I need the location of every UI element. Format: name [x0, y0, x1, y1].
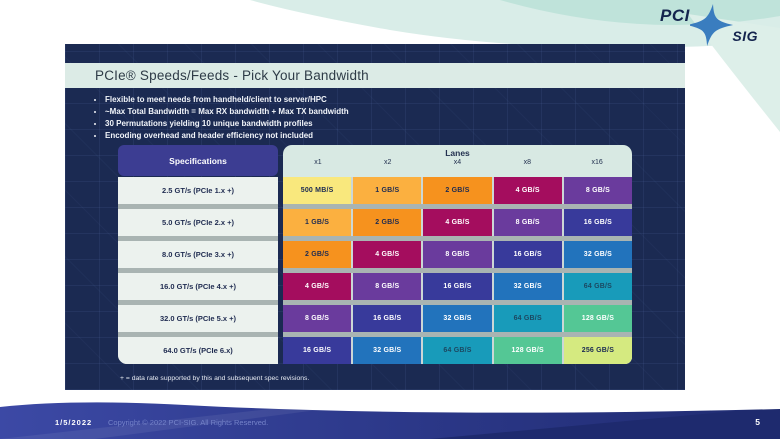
bandwidth-cell: 64 GB/S [563, 273, 632, 300]
bandwidth-cell: 256 GB/S [563, 337, 632, 364]
lanes-title: Lanes [445, 148, 470, 158]
bullet-item: ~Max Total Bandwidth = Max RX bandwidth … [105, 106, 349, 117]
bandwidth-cell: 64 GB/S [493, 305, 562, 332]
bandwidth-cell: 2 GB/S [283, 241, 352, 268]
spec-row-label: 2.5 GT/s (PCIe 1.x +) [118, 177, 278, 204]
lane-label-x2: x2 [383, 159, 392, 166]
bullet-item: 30 Permutations yielding 10 unique bandw… [105, 118, 349, 129]
bandwidth-cell: 1 GB/S [353, 177, 422, 204]
bandwidth-cell: 32 GB/S [493, 273, 562, 300]
bandwidth-cell: 128 GB/S [563, 305, 632, 332]
bandwidth-cell: 500 MB/S [283, 177, 352, 204]
table-row: 16 GB/S 32 GB/S 64 GB/S 128 GB/S 256 GB/… [283, 337, 632, 364]
spec-row-label: 8.0 GT/s (PCIe 3.x +) [118, 241, 278, 268]
pci-sig-x-icon [690, 4, 734, 46]
bandwidth-cell: 1 GB/S [283, 209, 352, 236]
spec-row-label: 32.0 GT/s (PCIe 5.x +) [118, 305, 278, 332]
bandwidth-cell: 8 GB/S [563, 177, 632, 204]
bandwidth-cell: 32 GB/S [563, 241, 632, 268]
footer-gradient-decoration [0, 402, 780, 439]
specifications-header: Specifications [118, 145, 278, 176]
bandwidth-cell: 16 GB/S [423, 273, 492, 300]
bandwidth-table: Specifications 2.5 GT/s (PCIe 1.x +) 5.0… [118, 145, 632, 364]
bandwidth-cell: 8 GB/S [423, 241, 492, 268]
bandwidth-cell: 32 GB/S [423, 305, 492, 332]
bullet-list: Flexible to meet needs from handheld/cli… [105, 94, 349, 142]
footer-date: 1/5/2022 [55, 418, 93, 427]
bandwidth-cell: 4 GB/S [423, 209, 492, 236]
bandwidth-cell: 128 GB/S [493, 337, 562, 364]
table-row: 1 GB/S 2 GB/S 4 GB/S 8 GB/S 16 GB/S [283, 209, 632, 236]
lane-column-labels: x1 x2 x4 x8 x16 [283, 159, 632, 166]
specifications-rows: 2.5 GT/s (PCIe 1.x +) 5.0 GT/s (PCIe 2.x… [118, 177, 278, 364]
bandwidth-rows: 500 MB/S 1 GB/S 2 GB/S 4 GB/S 8 GB/S 1 G… [283, 177, 632, 364]
table-row: 2 GB/S 4 GB/S 8 GB/S 16 GB/S 32 GB/S [283, 241, 632, 268]
page-number: 5 [755, 417, 760, 427]
bullet-item: Encoding overhead and header efficiency … [105, 130, 349, 141]
bandwidth-cell: 4 GB/S [493, 177, 562, 204]
lanes-column-group: Lanes x1 x2 x4 x8 x16 500 MB/S 1 GB/S 2 … [283, 145, 632, 364]
slide-footer: 1/5/2022 Copyright © 2022 PCI-SIG. All R… [0, 402, 780, 439]
bandwidth-cell: 2 GB/S [423, 177, 492, 204]
bandwidth-cell: 16 GB/S [563, 209, 632, 236]
lane-label-x16: x16 [591, 159, 603, 166]
lanes-header-panel: Lanes x1 x2 x4 x8 x16 [283, 145, 632, 177]
spec-row-label: 5.0 GT/s (PCIe 2.x +) [118, 209, 278, 236]
slide-content: PCIe® Speeds/Feeds - Pick Your Bandwidth… [65, 44, 685, 390]
spec-row-label: 64.0 GT/s (PCIe 6.x) [118, 337, 278, 364]
bandwidth-cell: 32 GB/S [353, 337, 422, 364]
spec-row-label: 16.0 GT/s (PCIe 4.x +) [118, 273, 278, 300]
bandwidth-cell: 64 GB/S [423, 337, 492, 364]
bandwidth-cell: 8 GB/S [493, 209, 562, 236]
table-row: 500 MB/S 1 GB/S 2 GB/S 4 GB/S 8 GB/S [283, 177, 632, 204]
bandwidth-cell: 16 GB/S [493, 241, 562, 268]
logo-text-pci: PCI [660, 6, 690, 25]
footnote: + = data rate supported by this and subs… [120, 375, 310, 382]
bandwidth-cell: 2 GB/S [353, 209, 422, 236]
bullet-item: Flexible to meet needs from handheld/cli… [105, 94, 349, 105]
logo-text-sig: SIG [732, 28, 758, 44]
table-row: 4 GB/S 8 GB/S 16 GB/S 32 GB/S 64 GB/S [283, 273, 632, 300]
bandwidth-cell: 8 GB/S [283, 305, 352, 332]
bandwidth-cell: 4 GB/S [283, 273, 352, 300]
slide-title-bar: PCIe® Speeds/Feeds - Pick Your Bandwidth [65, 63, 685, 88]
bandwidth-cell: 8 GB/S [353, 273, 422, 300]
bandwidth-cell: 16 GB/S [283, 337, 352, 364]
slide-title: PCIe® Speeds/Feeds - Pick Your Bandwidth [95, 68, 369, 83]
lane-label-x8: x8 [523, 159, 531, 166]
lane-label-x1: x1 [314, 159, 322, 166]
pci-sig-logo: PCI SIG [660, 4, 764, 46]
table-row: 8 GB/S 16 GB/S 32 GB/S 64 GB/S 128 GB/S [283, 305, 632, 332]
footer-copyright: Copyright © 2022 PCI-SIG. All Rights Res… [108, 418, 269, 427]
specifications-column: Specifications 2.5 GT/s (PCIe 1.x +) 5.0… [118, 145, 278, 364]
bandwidth-cell: 4 GB/S [353, 241, 422, 268]
bandwidth-cell: 16 GB/S [353, 305, 422, 332]
lane-label-x4: x4 [453, 159, 462, 166]
